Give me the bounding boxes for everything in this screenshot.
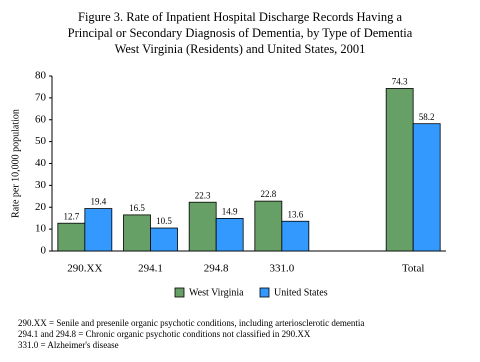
chart-title: Principal or Secondary Diagnosis of Deme… (68, 26, 413, 40)
x-tick-label: 331.0 (269, 263, 294, 275)
bar (123, 214, 151, 252)
footnote: 331.0 = Alzheimer's disease (18, 340, 119, 350)
x-tick-label: 294.8 (204, 263, 229, 275)
x-tick-label: 290.XX (67, 263, 102, 275)
y-axis-label: Rate per 10,000 population (10, 109, 21, 218)
chart-title: Figure 3. Rate of Inpatient Hospital Dis… (78, 10, 402, 24)
bar (385, 88, 414, 252)
legend-label: West Virginia (189, 287, 244, 298)
bar (215, 218, 244, 252)
footnote: 290.XX = Senile and presenile organic ps… (18, 318, 364, 328)
value-label: 58.2 (419, 112, 435, 122)
y-tick-label: 30 (35, 179, 47, 191)
bar (150, 227, 178, 252)
y-tick-label: 70 (35, 91, 47, 103)
y-tick-label: 20 (35, 201, 47, 213)
bar (254, 200, 283, 252)
value-label: 16.5 (129, 203, 145, 213)
value-label: 13.6 (287, 209, 303, 219)
bar (281, 220, 310, 252)
value-label: 74.3 (392, 77, 408, 87)
y-tick-label: 0 (41, 245, 47, 257)
legend-swatch (174, 287, 185, 298)
chart-title: West Virginia (Residents) and United Sta… (115, 42, 366, 56)
x-tick-label: Total (402, 263, 424, 275)
legend-label: United States (274, 287, 328, 298)
footnote: 294.1 and 294.8 = Chronic organic psycho… (18, 329, 311, 339)
bar (188, 201, 217, 252)
value-label: 12.7 (63, 211, 79, 221)
legend-swatch (259, 287, 270, 298)
bar (57, 222, 86, 252)
value-label: 14.9 (222, 206, 238, 216)
y-tick-label: 40 (35, 157, 47, 169)
value-label: 22.8 (260, 189, 276, 199)
y-tick-label: 10 (35, 223, 47, 235)
bar (412, 123, 441, 252)
y-tick-label: 80 (35, 70, 47, 82)
y-tick-label: 60 (35, 113, 47, 125)
value-label: 19.4 (90, 197, 106, 207)
value-label: 22.3 (195, 190, 211, 200)
x-tick-label: 294.1 (138, 263, 163, 275)
y-tick-label: 50 (35, 135, 47, 147)
bar (84, 208, 113, 252)
value-label: 10.5 (156, 216, 172, 226)
